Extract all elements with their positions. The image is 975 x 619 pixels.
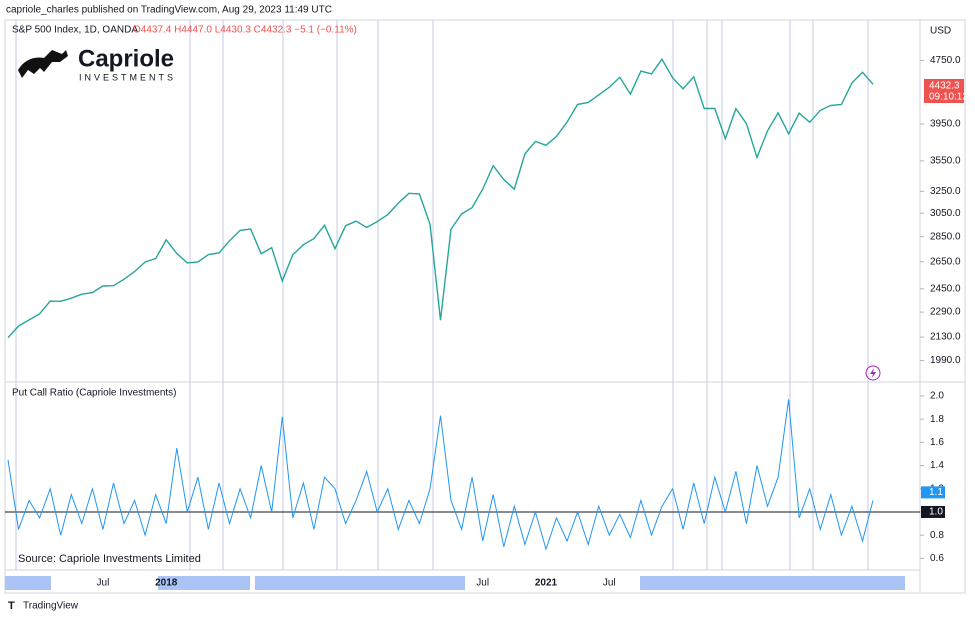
publisher-note: capriole_charles published on TradingVie… bbox=[6, 5, 332, 16]
y-tick-label: 1.6 bbox=[930, 437, 944, 448]
y-tick-label: 3550.0 bbox=[930, 155, 961, 166]
y-tick-label: 2290.0 bbox=[930, 307, 961, 318]
logo-name: Capriole bbox=[78, 45, 174, 72]
y-tick-label: 2450.0 bbox=[930, 283, 961, 294]
footer-mark: T bbox=[8, 600, 15, 612]
currency: USD bbox=[930, 26, 951, 37]
logo-tagline: INVESTMENTS bbox=[79, 72, 176, 82]
x-tick-label: 2021 bbox=[535, 578, 558, 589]
y-tick-label: 3250.0 bbox=[930, 186, 961, 197]
legend-ohlc: O4437.4 H4447.0 L4430.3 C4432.3 −5.1 (−0… bbox=[133, 25, 357, 36]
alert-icon[interactable] bbox=[865, 365, 881, 381]
y-tick-label: 1.8 bbox=[930, 414, 944, 425]
last-price-label: 4432.3 bbox=[929, 81, 960, 92]
legend-symbol: S&P 500 Index, 1D, OANDA bbox=[12, 25, 138, 36]
logo: Capriole INVESTMENTS bbox=[18, 45, 176, 82]
x-tick-label: 2018 bbox=[155, 578, 178, 589]
y-tick-label: 4750.0 bbox=[930, 55, 961, 66]
y-tick-label: 2850.0 bbox=[930, 231, 961, 242]
x-tick-label: Jul bbox=[603, 578, 616, 589]
data-line bbox=[7, 57, 874, 339]
highlight-date-tags bbox=[5, 576, 905, 590]
countdown: 09:10:12 bbox=[929, 92, 968, 103]
reference-label: 1.0 bbox=[929, 507, 943, 518]
y-tick-label: 3950.0 bbox=[930, 119, 961, 130]
last-price-box bbox=[924, 79, 964, 103]
y-tick-label: 2650.0 bbox=[930, 256, 961, 267]
x-tick-label: Jul bbox=[476, 578, 489, 589]
y-tick-label: 0.6 bbox=[930, 553, 944, 564]
y-tick-label: 3050.0 bbox=[930, 208, 961, 219]
source-note: Source: Capriole Investments Limited bbox=[18, 553, 201, 565]
y-tick-label: 2.0 bbox=[930, 391, 944, 402]
logo-horse bbox=[18, 50, 68, 78]
alert-bolt bbox=[870, 368, 876, 378]
y-tick-label: 0.8 bbox=[930, 530, 944, 541]
last-value-label: 1.1 bbox=[929, 487, 943, 498]
chart-frame bbox=[4, 19, 966, 594]
y-tick-label: 1.4 bbox=[930, 460, 944, 471]
indicator-title: Put Call Ratio (Capriole Investments) bbox=[12, 388, 177, 399]
y-tick-label: 2130.0 bbox=[930, 332, 961, 343]
last-value-box bbox=[921, 486, 945, 499]
x-tick-label: Jul bbox=[97, 578, 110, 589]
highlight-lines bbox=[15, 20, 869, 570]
data-line bbox=[7, 399, 874, 551]
y-tick-label: 1990.0 bbox=[930, 355, 961, 366]
reference-box bbox=[921, 505, 945, 518]
footer-brand: TradingView bbox=[23, 601, 79, 612]
